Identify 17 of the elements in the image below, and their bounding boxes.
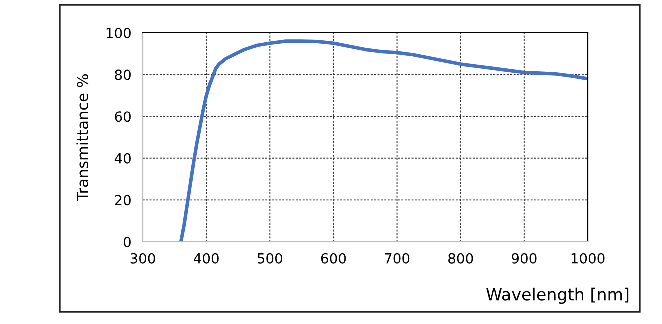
y-tick-label: 40 (114, 153, 131, 164)
x-tick-label: 700 (385, 253, 410, 264)
y-axis-title: Transmittance % (76, 74, 89, 202)
x-axis-title: Wavelength [nm] (486, 288, 629, 304)
x-tick-label: 900 (512, 253, 537, 264)
y-tick-label: 80 (115, 70, 131, 80)
line-series (179, 40, 588, 242)
y-tick-label: 0 (124, 236, 131, 248)
x-tick-label: 300 (130, 253, 156, 264)
x-tick-label: 600 (321, 253, 346, 264)
x-tick-label: 800 (448, 253, 474, 264)
x-tick-label: 400 (194, 253, 219, 264)
y-tick-label: 20 (115, 195, 131, 206)
x-tick-label: 1000 (572, 253, 605, 264)
y-tick-label: 100 (106, 28, 131, 38)
x-tick-label: 500 (258, 253, 282, 264)
y-tick-label: 60 (115, 112, 131, 122)
